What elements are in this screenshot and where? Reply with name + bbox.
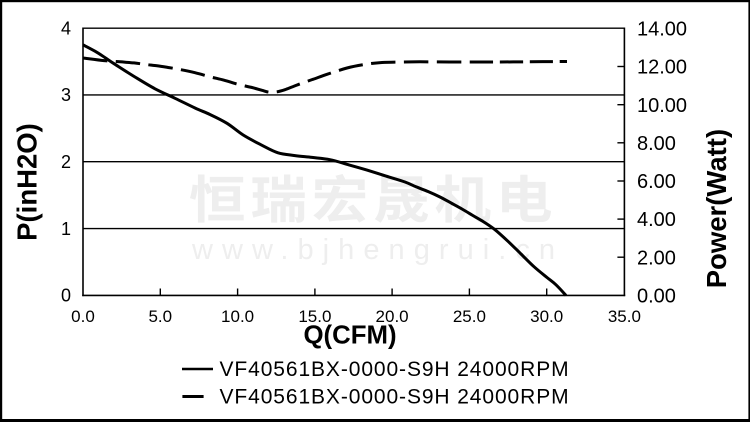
svg-text:1: 1 bbox=[61, 219, 71, 239]
svg-text:0.00: 0.00 bbox=[637, 286, 676, 308]
svg-text:4.00: 4.00 bbox=[637, 209, 676, 231]
svg-text:Power(Watt): Power(Watt) bbox=[701, 129, 732, 288]
svg-text:10.00: 10.00 bbox=[637, 95, 687, 117]
svg-text:25.0: 25.0 bbox=[453, 307, 486, 326]
svg-text:2.00: 2.00 bbox=[637, 247, 676, 269]
svg-text:0: 0 bbox=[61, 286, 71, 306]
svg-text:VF40561BX-0000-S9H 24000RPM: VF40561BX-0000-S9H 24000RPM bbox=[220, 358, 570, 381]
svg-text:3: 3 bbox=[61, 85, 71, 105]
svg-text:8.00: 8.00 bbox=[637, 133, 676, 155]
svg-text:5.0: 5.0 bbox=[148, 307, 172, 326]
svg-text:15.0: 15.0 bbox=[298, 307, 331, 326]
svg-text:www.bjhengrui.cn: www.bjhengrui.cn bbox=[191, 234, 564, 266]
svg-text:0.0: 0.0 bbox=[71, 307, 95, 326]
svg-text:P(inH2O): P(inH2O) bbox=[12, 123, 43, 241]
svg-text:30.0: 30.0 bbox=[530, 307, 563, 326]
svg-text:2: 2 bbox=[61, 152, 71, 172]
svg-text:35.0: 35.0 bbox=[608, 307, 641, 326]
svg-text:20.0: 20.0 bbox=[376, 307, 409, 326]
svg-text:Q(CFM): Q(CFM) bbox=[303, 322, 396, 350]
svg-text:VF40561BX-0000-S9H 24000RPM: VF40561BX-0000-S9H 24000RPM bbox=[220, 386, 570, 409]
svg-text:6.00: 6.00 bbox=[637, 171, 676, 193]
svg-text:14.00: 14.00 bbox=[637, 18, 687, 40]
svg-text:4: 4 bbox=[61, 19, 71, 39]
svg-text:12.00: 12.00 bbox=[637, 57, 687, 79]
svg-text:10.0: 10.0 bbox=[221, 307, 254, 326]
